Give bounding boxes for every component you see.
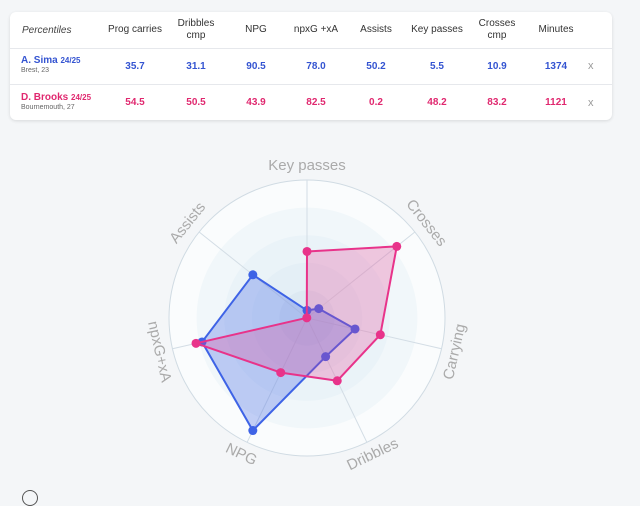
col-npxg-xa[interactable]: npxG +xA: [293, 24, 339, 35]
radar-chart: Key passesCrossesCarryingDribblesNPGnpxG…: [144, 157, 469, 474]
col-key-passes[interactable]: Key passes: [411, 24, 463, 35]
col-minutes[interactable]: Minutes: [538, 24, 574, 35]
series-area: [201, 273, 357, 432]
col-prog-carries[interactable]: Prog carries: [108, 24, 162, 35]
value-npxg-xa: 82.5: [306, 97, 326, 108]
value-npg: 43.9: [246, 97, 266, 108]
data-point: [332, 376, 342, 386]
player-club-age: Bournemouth, 27: [21, 104, 75, 111]
circle-icon: [22, 490, 38, 506]
percentiles-label: Percentiles: [22, 24, 72, 36]
value-prog-carries: 35.7: [125, 60, 145, 72]
remove-player-button[interactable]: x: [588, 96, 594, 109]
value-dribbles: 50.5: [186, 97, 206, 108]
data-point: [321, 352, 331, 362]
player-name[interactable]: D. Brooks 24/25: [21, 92, 91, 103]
value-assists: 0.2: [369, 97, 383, 108]
table-row: D. Brooks 24/25 Bournemouth, 27 54.5 50.…: [10, 85, 612, 120]
value-assists: 50.2: [366, 60, 386, 72]
player-name[interactable]: A. Sima 24/25: [21, 55, 81, 66]
data-point: [375, 330, 385, 340]
series-area: [195, 245, 398, 382]
col-npg[interactable]: NPG: [245, 24, 267, 35]
data-point: [302, 246, 312, 256]
value-npxg-xa: 78.0: [306, 60, 326, 72]
player-club-age: Brest, 23: [21, 67, 50, 74]
radar-spoke: [246, 317, 308, 443]
col-crosses[interactable]: Crosses cmp: [478, 18, 516, 41]
player-name-text[interactable]: D. Brooks: [21, 92, 69, 103]
value-prog-carries: 54.5: [125, 97, 145, 108]
value-npg: 90.5: [246, 60, 266, 72]
radar-spoke: [306, 317, 442, 350]
remove-player-button[interactable]: x: [588, 60, 594, 72]
data-point: [350, 324, 360, 334]
data-point: [248, 270, 258, 280]
data-point: [248, 426, 258, 436]
comparison-table: Percentiles Prog carries Dribbles cmp NP…: [10, 12, 612, 120]
col-assists[interactable]: Assists: [360, 24, 392, 35]
data-point: [191, 338, 201, 348]
player-season: 24/25: [71, 93, 92, 102]
value-minutes: 1374: [544, 60, 568, 72]
axis-label: Key passes: [268, 157, 346, 174]
data-point: [314, 304, 324, 314]
value-crosses: 83.2: [487, 97, 507, 108]
data-point: [276, 368, 286, 378]
value-key-passes: 48.2: [427, 97, 447, 108]
value-key-passes: 5.5: [430, 60, 444, 72]
value-crosses: 10.9: [487, 60, 507, 72]
player-season: 24/25: [60, 56, 81, 65]
data-point: [302, 313, 312, 323]
value-minutes: 1121: [545, 97, 567, 108]
player-name-text[interactable]: A. Sima: [21, 55, 58, 66]
table-header: Percentiles Prog carries Dribbles cmp NP…: [10, 12, 612, 49]
data-point: [392, 241, 402, 251]
col-dribbles[interactable]: Dribbles cmp: [177, 18, 215, 41]
value-dribbles: 31.1: [186, 60, 206, 72]
table-row: A. Sima 24/25 Brest, 23 35.7 31.1 90.5 7…: [10, 48, 612, 85]
